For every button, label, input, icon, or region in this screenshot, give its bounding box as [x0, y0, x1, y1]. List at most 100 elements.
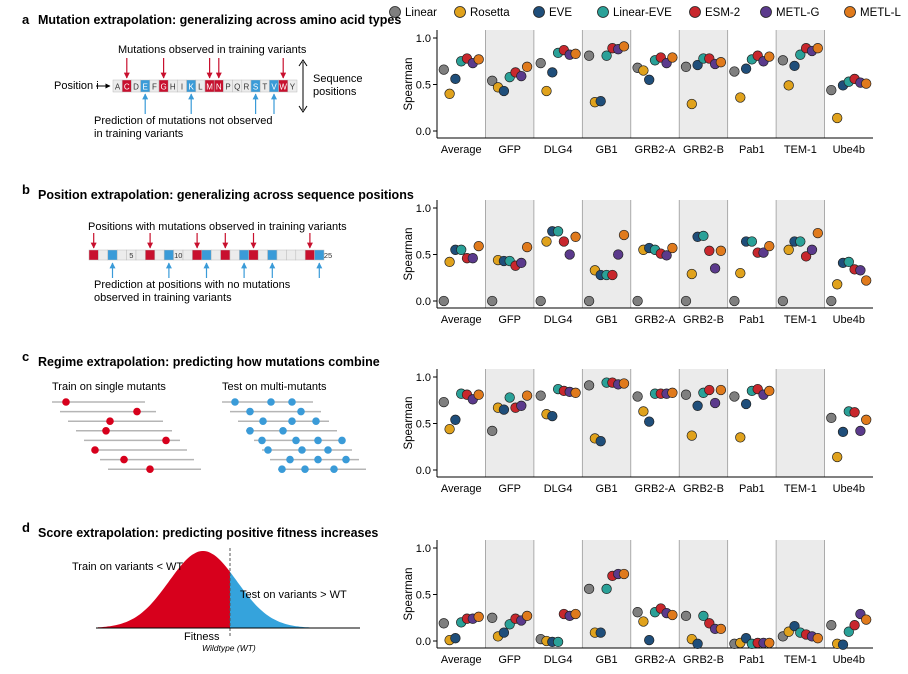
- panel-b-arrows: [90, 233, 323, 278]
- data-point: [570, 231, 581, 242]
- y-tick-label: 0.5: [416, 419, 431, 431]
- seq-cell: [295, 249, 306, 261]
- seq-cell: [98, 249, 109, 261]
- x-tick-label: Average: [441, 654, 482, 666]
- aa-letter: R: [244, 83, 250, 92]
- seq-number: 5: [129, 251, 133, 260]
- aa-cell: [287, 79, 298, 93]
- x-tick-label: GB1: [596, 654, 618, 666]
- data-point: [680, 389, 692, 400]
- sequence-axis-down: [298, 105, 308, 113]
- sequence-label: Sequence positions: [313, 73, 363, 98]
- data-point: [715, 384, 727, 396]
- panel-a-position-label: Position i: [54, 80, 99, 92]
- data-point: [521, 241, 533, 253]
- data-point: [832, 279, 843, 290]
- single-mutation: [120, 455, 128, 464]
- panel-a-prediction-label: Prediction of mutations not observed in t…: [94, 115, 273, 140]
- data-point: [547, 67, 558, 78]
- data-point: [516, 400, 527, 411]
- y-tick-label: 0.0: [416, 296, 431, 308]
- data-point: [618, 378, 630, 389]
- multi-mutation: [301, 465, 309, 474]
- single-mutation: [133, 407, 141, 416]
- data-point: [521, 610, 533, 622]
- aa-letter: T: [262, 83, 267, 92]
- data-point: [758, 247, 769, 258]
- panel-a-title: Mutation extrapolation: generalizing acr…: [38, 13, 401, 27]
- data-point: [638, 65, 649, 76]
- multi-mutation: [298, 446, 306, 454]
- data-point: [487, 425, 498, 437]
- data-point: [595, 627, 606, 638]
- legend-label: METL-G: [776, 7, 820, 19]
- y-axis-label: Spearman: [403, 57, 415, 110]
- x-tick-label: GRB2-A: [635, 314, 677, 326]
- wildtype-label: Wildtype (WT): [202, 643, 256, 653]
- data-point: [438, 64, 449, 75]
- x-tick-label: DLG4: [544, 314, 573, 326]
- data-point: [564, 249, 575, 260]
- data-point: [686, 430, 697, 441]
- data-point: [661, 250, 672, 261]
- seq-cell: [229, 249, 240, 261]
- data-point: [715, 245, 727, 256]
- legend-label: ESM-2: [705, 7, 740, 19]
- panel-letter-d: d: [22, 520, 30, 535]
- data-point: [644, 416, 655, 427]
- data-point: [826, 620, 837, 631]
- multi-mutation: [246, 407, 254, 416]
- data-point: [521, 61, 533, 72]
- single-mutation: [146, 465, 154, 474]
- data-point: [715, 57, 727, 68]
- panel-b-title: Position extrapolation: generalizing acr…: [38, 188, 414, 202]
- panel-a-observed-label: Mutations observed in training variants: [118, 44, 307, 56]
- aa-letter: S: [253, 83, 258, 92]
- data-point: [438, 396, 449, 408]
- data-point: [487, 612, 498, 623]
- aa-letter: Y: [290, 83, 296, 92]
- data-point: [583, 380, 595, 391]
- seq-cell: [192, 249, 203, 261]
- data-point: [438, 295, 449, 307]
- x-tick-label: TEM-1: [784, 144, 817, 156]
- multi-mutation: [288, 417, 296, 426]
- data-point: [783, 244, 794, 255]
- seq-cell: [201, 249, 212, 261]
- data-point: [516, 257, 527, 269]
- data-point: [826, 412, 837, 424]
- x-tick-label: Pab1: [739, 144, 765, 156]
- x-tick-label: GRB2-A: [635, 483, 677, 495]
- panel-b-schematic: b Position extrapolation: generalizing a…: [22, 182, 414, 304]
- legend-marker: [760, 6, 772, 18]
- multi-mutation: [246, 427, 254, 435]
- data-point: [498, 85, 510, 97]
- multi-mutation: [259, 417, 267, 426]
- data-point: [698, 610, 709, 622]
- panel-letter-a: a: [22, 12, 30, 27]
- data-point: [498, 627, 510, 638]
- x-tick-label: Average: [441, 314, 482, 326]
- data-point: [547, 410, 558, 422]
- category-band: [485, 369, 534, 477]
- panel-d-title: Score extrapolation: predicting positive…: [38, 526, 378, 540]
- data-point: [473, 240, 484, 252]
- data-point: [729, 66, 740, 77]
- data-point: [613, 249, 624, 260]
- data-point: [444, 88, 455, 99]
- seq-cell: [304, 249, 315, 261]
- fitness-label: Fitness: [184, 631, 220, 643]
- x-tick-label: GFP: [498, 483, 521, 495]
- data-point: [521, 390, 533, 401]
- data-point: [680, 61, 692, 72]
- seq-cell: [314, 249, 325, 261]
- y-tick-label: 0.0: [416, 126, 431, 138]
- data-point: [783, 80, 794, 91]
- y-tick-label: 0.5: [416, 250, 431, 262]
- aa-letter: E: [143, 83, 148, 92]
- data-point: [583, 50, 595, 61]
- multi-mutation: [267, 398, 275, 406]
- data-point: [812, 43, 823, 54]
